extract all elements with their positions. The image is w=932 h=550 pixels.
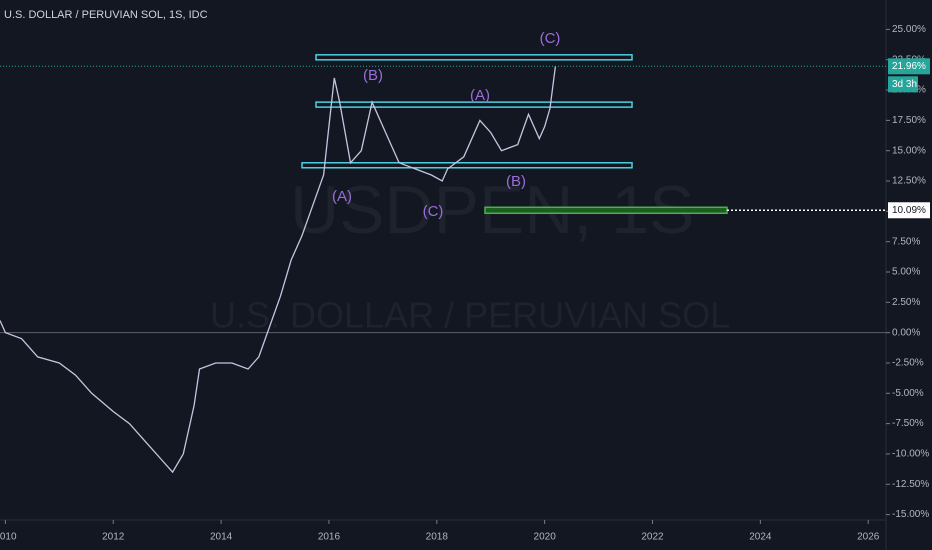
last-price-label: 21.96% (892, 61, 926, 72)
countdown-tag (888, 76, 918, 93)
y-tick-label: -15.00% (892, 509, 929, 520)
wave-label: (C) (540, 30, 561, 47)
x-tick-label: 2020 (534, 532, 557, 543)
wave-label: (B) (506, 173, 526, 190)
x-tick-label: 2024 (749, 532, 772, 543)
level-box (301, 162, 633, 169)
wave-label: (B) (363, 67, 383, 84)
y-tick-label: 2.50% (892, 297, 920, 308)
y-tick-label: -12.50% (892, 479, 929, 490)
x-tick-label: 2016 (318, 532, 341, 543)
x-tick-label: 2014 (210, 532, 233, 543)
level-box (315, 54, 633, 61)
target-zone (484, 206, 728, 215)
y-tick-label: 12.50% (892, 176, 926, 187)
y-tick-label: 7.50% (892, 236, 920, 247)
target-label: 10.09% (892, 205, 926, 216)
target-tag (888, 202, 930, 219)
y-tick-label: 25.00% (892, 24, 926, 35)
last-price-tag (888, 58, 930, 75)
x-tick-label: 2026 (857, 532, 880, 543)
wave-label: (C) (423, 203, 444, 220)
wave-label: (A) (332, 188, 352, 205)
price-line (0, 66, 557, 474)
y-tick-label: -5.00% (892, 388, 924, 399)
y-tick-label: 5.00% (892, 267, 920, 278)
x-tick-label: 2022 (641, 532, 664, 543)
wave-label: (A) (470, 87, 490, 104)
y-tick-label: -10.00% (892, 449, 929, 460)
y-tick-label: 17.50% (892, 115, 926, 126)
level-box (315, 101, 633, 108)
watermark-name: U.S. DOLLAR / PERUVIAN SOL (210, 295, 730, 336)
y-tick-label: 0.00% (892, 327, 920, 338)
x-tick-label: 2012 (102, 532, 125, 543)
x-tick-label: 2010 (0, 532, 17, 543)
y-tick-label: 15.00% (892, 145, 926, 156)
countdown-label: 3d 3h (892, 79, 917, 90)
y-tick-label: -2.50% (892, 358, 924, 369)
y-tick-label: -7.50% (892, 418, 924, 429)
x-tick-label: 2018 (426, 532, 449, 543)
chart-title: U.S. DOLLAR / PERUVIAN SOL, 1S, IDC (4, 9, 208, 21)
